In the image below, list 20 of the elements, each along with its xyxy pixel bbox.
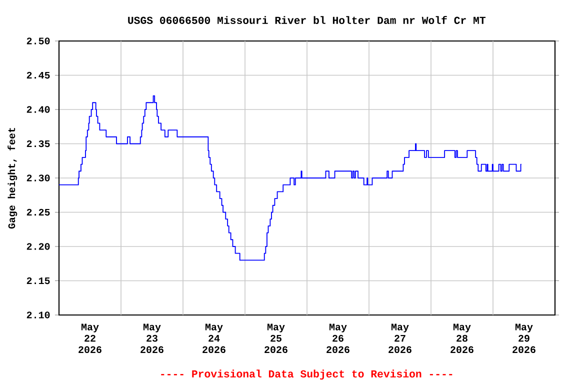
y-tick-label: 2.25 xyxy=(26,208,50,216)
x-tick-label: May 27 2026 xyxy=(388,324,412,354)
x-tick-label: May 22 2026 xyxy=(78,324,102,354)
y-tick-label: 2.20 xyxy=(26,243,50,250)
y-tick-label: 2.45 xyxy=(26,72,50,79)
x-tick-label: May 23 2026 xyxy=(140,324,164,354)
x-tick-label: May 29 2026 xyxy=(512,324,536,354)
y-tick-label: 2.35 xyxy=(26,140,50,148)
y-tick-label: 2.15 xyxy=(26,277,50,284)
x-tick-label: May 24 2026 xyxy=(202,324,226,354)
y-tick-label: 2.10 xyxy=(26,312,50,318)
x-tick-label: May 28 2026 xyxy=(450,324,474,354)
y-axis-title: Gage height, feet xyxy=(8,128,18,229)
y-tick-label: 2.30 xyxy=(26,174,50,182)
y-tick-label: 2.40 xyxy=(26,106,50,113)
text: ---- Provisional Data Subject to Revision ---- xyxy=(161,370,452,380)
x-tick-label: May 25 2026 xyxy=(264,324,288,354)
chart-title: USGS 06066500 Missouri River bl Holter Dam nr Wolf Cr MT xyxy=(128,16,486,24)
y-tick-label: 2.50 xyxy=(26,38,50,44)
x-tick-label: May 26 2026 xyxy=(326,324,350,354)
